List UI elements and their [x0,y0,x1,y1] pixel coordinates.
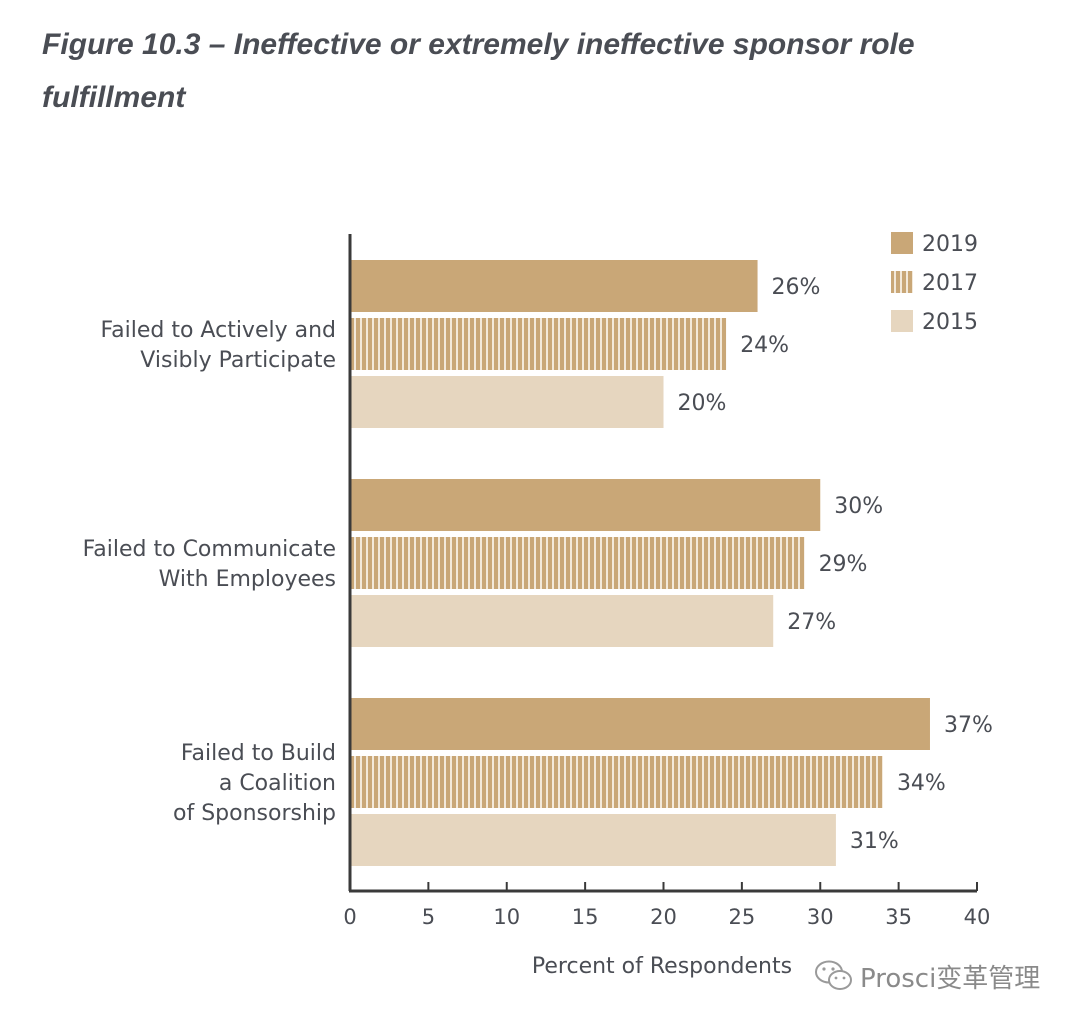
legend-label-2019: 2019 [922,232,978,257]
value-label-2015-cat-2: 27% [787,610,836,635]
bar-2019-cat-1 [350,260,758,312]
value-label-2017-cat-1: 24% [740,333,789,358]
legend-swatch-2015 [891,310,913,332]
x-tick-label-15: 15 [572,905,599,929]
legend-label-2017: 2017 [922,271,978,296]
bar-2019-cat-2 [350,479,821,531]
legend-swatch-2019 [891,232,913,254]
category-label-2-line-1: Failed to Communicate [83,537,336,562]
category-label-3-line-1: Failed to Build [181,741,336,766]
legend-label-2015: 2015 [922,310,978,335]
category-label-1-line-1: Failed to Actively and [101,318,336,343]
legend: 2019 2017 2015 [891,232,978,335]
watermark-text: Prosci变革管理 [860,963,1041,994]
value-label-2019-cat-1: 26% [772,275,821,300]
axis-layer: 0 5 10 15 20 25 30 35 40 Percent of Respondents [343,234,990,979]
bar-2017-cat-2 [350,537,805,589]
category-label-2-line-2: With Employees [159,567,336,592]
x-tick-label-20: 20 [650,905,677,929]
value-label-2015-cat-1: 20% [678,391,727,416]
x-tick-label-35: 35 [885,905,912,929]
x-axis-title: Percent of Respondents [532,954,792,979]
x-tick-label-30: 30 [807,905,834,929]
value-label-2017-cat-3: 34% [897,771,946,796]
value-label-2017-cat-2: 29% [819,552,868,577]
value-label-2015-cat-3: 31% [850,829,899,854]
figure-title: Figure 10.3 – Ineffective or extremely i… [42,28,915,114]
bar-2015-cat-2 [350,595,774,647]
wechat-icon [815,960,852,990]
category-label-1-line-2: Visibly Participate [140,348,336,373]
x-tick-label-5: 5 [422,905,435,929]
value-label-2019-cat-3: 37% [944,713,993,738]
x-tick-label-40: 40 [964,905,991,929]
value-label-2019-cat-2: 30% [834,494,883,519]
bar-2017-cat-3 [350,756,883,808]
x-tick-label-25: 25 [729,905,756,929]
bars-layer [350,260,930,866]
x-tick-label-0: 0 [343,905,356,929]
bar-2019-cat-3 [350,698,930,750]
x-tick-label-10: 10 [493,905,520,929]
category-label-3-line-3: of Sponsorship [173,801,336,826]
value-labels-layer: 26% 24% 20% 30% 29% 27% 37% 34% 31% [678,275,993,854]
watermark: Prosci变革管理 [814,956,1040,996]
bar-2015-cat-3 [350,814,836,866]
bar-2017-cat-1 [350,318,727,370]
category-label-3-line-2: a Coalition [219,771,336,796]
legend-swatch-2017 [891,271,913,293]
bar-2015-cat-1 [350,376,664,428]
category-labels-layer: Failed to Actively and Visibly Participat… [83,318,336,826]
